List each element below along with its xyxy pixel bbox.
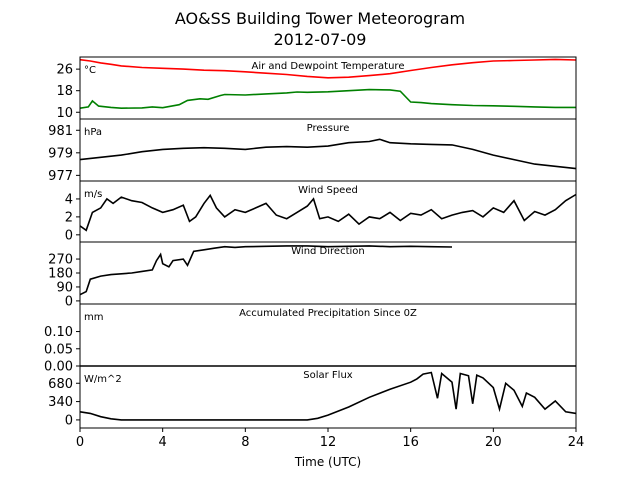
temperature-y-tick-label: 26 <box>56 63 73 78</box>
solar_flux-y-tick-label: 340 <box>48 395 73 410</box>
chart-subtitle: 2012-07-09 <box>274 30 367 49</box>
x-axis: 0 4 8 12 16 20 24 <box>76 428 584 450</box>
x-tick-label: 20 <box>485 435 502 450</box>
temperature-y-tick-label: 18 <box>56 84 73 99</box>
pressure-series-line-0 <box>79 138 577 170</box>
pressure-y-tick-label: 979 <box>48 146 73 161</box>
panel-temperature: 10 18 26 Air and Dewpoint Temperature °C <box>56 56 577 121</box>
temperature-y-tick-label: 10 <box>56 106 73 121</box>
solar_flux-y-tick-label: 680 <box>48 377 73 392</box>
pressure-unit-label: hPa <box>84 127 102 138</box>
panel-solar_flux: 0 340 680 Solar Flux W/m^2 <box>48 365 577 429</box>
pressure-y-tick-label: 981 <box>48 124 73 139</box>
wind_speed-y-tick-label: 2 <box>65 210 73 225</box>
solar_flux-series-line-0 <box>79 371 577 421</box>
x-tick-label: 8 <box>241 435 249 450</box>
precipitation-y-tick-label: 0.10 <box>44 325 73 340</box>
x-tick-label: 0 <box>76 435 84 450</box>
wind_direction-y-tick-label: 90 <box>56 280 73 295</box>
wind_direction-y-tick-label: 0 <box>65 294 73 309</box>
solar_flux-y-tick-label: 0 <box>65 413 73 428</box>
x-axis-label: Time (UTC) <box>294 455 361 469</box>
wind_speed-series-line-0 <box>79 193 577 232</box>
panel-pressure: 977 979 981 Pressure hPa <box>48 118 577 184</box>
wind_speed-unit-label: m/s <box>84 189 102 200</box>
temperature-unit-label: °C <box>84 65 96 76</box>
temperature-series-line-0 <box>79 58 577 79</box>
precipitation-panel-title: Accumulated Precipitation Since 0Z <box>239 308 417 319</box>
precipitation-y-tick-label: 0.05 <box>44 342 73 357</box>
x-tick-label: 16 <box>402 435 419 450</box>
panel-wind_speed: 0 2 4 Wind Speed m/s <box>65 180 577 243</box>
chart-title: AO&SS Building Tower Meteorogram <box>175 9 465 28</box>
wind_speed-panel-title: Wind Speed <box>298 185 358 196</box>
wind_direction-y-tick-label: 180 <box>48 267 73 282</box>
solar_flux-unit-label: W/m^2 <box>84 374 122 385</box>
temperature-series-line-1 <box>79 88 576 110</box>
temperature-panel-title: Air and Dewpoint Temperature <box>252 61 405 72</box>
panel-precipitation: 0.00 0.05 0.10 Accumulated Precipitation Si… <box>44 303 577 375</box>
x-tick-label: 24 <box>568 435 585 450</box>
precipitation-unit-label: mm <box>84 312 103 323</box>
x-tick-label: 4 <box>159 435 167 450</box>
precipitation-y-tick-label: 0.00 <box>44 360 73 375</box>
wind_direction-series-line-0 <box>79 245 453 296</box>
wind_direction-panel-title: Wind Direction <box>291 246 365 257</box>
wind_direction-y-tick-label: 270 <box>48 253 73 268</box>
pressure-y-tick-label: 977 <box>48 169 73 184</box>
pressure-panel-title: Pressure <box>307 123 350 134</box>
wind_speed-y-tick-label: 4 <box>65 192 73 207</box>
wind_speed-y-tick-label: 0 <box>65 228 73 243</box>
x-tick-label: 12 <box>320 435 337 450</box>
solar_flux-panel-title: Solar Flux <box>303 370 353 381</box>
